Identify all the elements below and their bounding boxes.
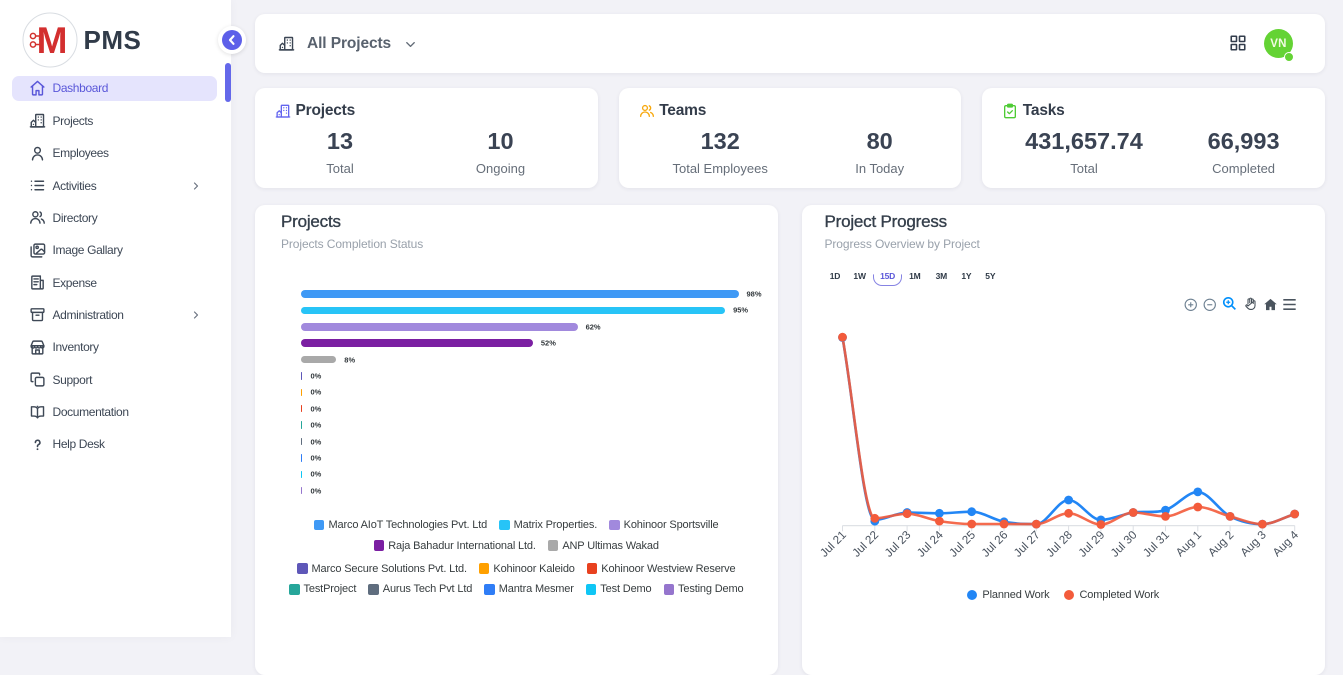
svg-text:Jul 27: Jul 27 [1011, 528, 1042, 559]
svg-text:Aug 4: Aug 4 [1270, 528, 1301, 559]
svg-text:Jul 30: Jul 30 [1108, 528, 1140, 560]
svg-text:Jul 21: Jul 21 [817, 528, 848, 559]
svg-text:Jul 29: Jul 29 [1076, 528, 1107, 559]
svg-text:Aug 3: Aug 3 [1238, 528, 1269, 559]
svg-text:Jul 25: Jul 25 [946, 528, 978, 560]
svg-text:Aug 2: Aug 2 [1205, 528, 1236, 559]
svg-text:Jul 23: Jul 23 [882, 528, 913, 559]
svg-text:Jul 31: Jul 31 [1140, 528, 1171, 559]
svg-text:Jul 22: Jul 22 [849, 528, 880, 559]
svg-text:Jul 28: Jul 28 [1043, 528, 1074, 559]
svg-text:Jul 26: Jul 26 [979, 528, 1010, 559]
svg-text:M: M [37, 20, 68, 61]
svg-text:Aug 1: Aug 1 [1173, 528, 1204, 559]
svg-text:Jul 24: Jul 24 [914, 528, 946, 560]
